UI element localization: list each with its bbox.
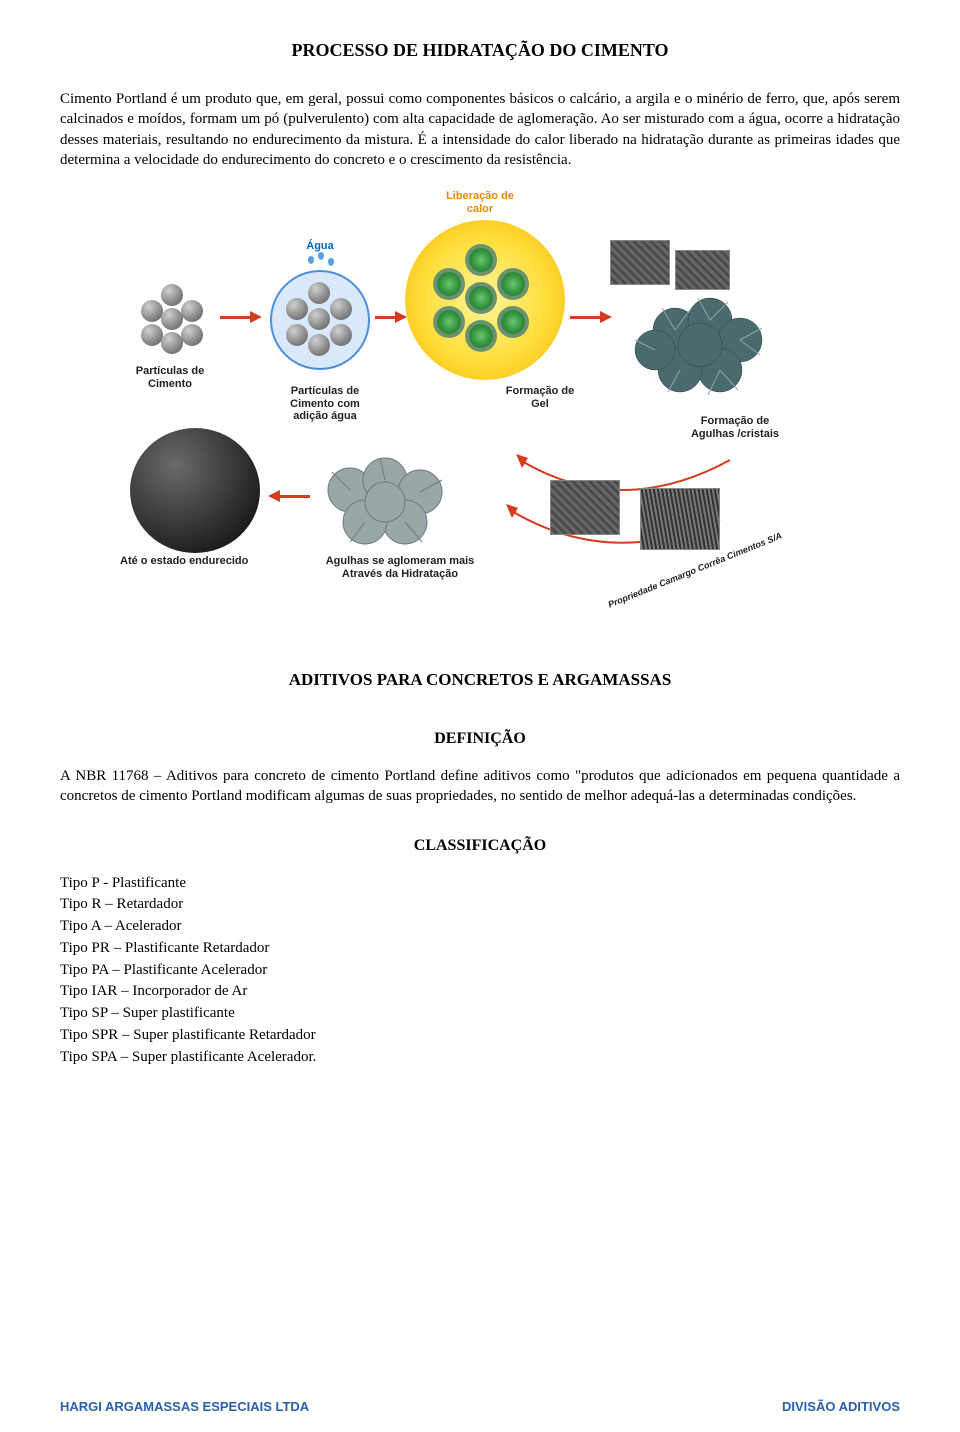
arrow-icon	[280, 495, 310, 498]
label-ate-endurecido: Até o estado endurecido	[120, 555, 290, 568]
list-item: Tipo SP – Super plastificante	[60, 1003, 900, 1025]
list-item: Tipo PA – Plastificante Acelerador	[60, 960, 900, 982]
intro-paragraph: Cimento Portland é um produto que, em ge…	[60, 89, 900, 170]
sub-title-definicao: DEFINIÇÃO	[60, 730, 900, 748]
label-particulas-cimento: Partículas deCimento	[120, 365, 220, 390]
arrow-icon	[375, 316, 395, 319]
list-item: Tipo A – Acelerador	[60, 916, 900, 938]
list-item: Tipo PR – Plastificante Retardador	[60, 938, 900, 960]
arrow-icon	[268, 490, 280, 502]
stage-particles-wet	[270, 270, 370, 370]
list-item: Tipo P - Plastificante	[60, 873, 900, 895]
label-formacao-gel: Formação deGel	[490, 385, 590, 410]
classification-list: Tipo P - Plastificante Tipo R – Retardad…	[60, 873, 900, 1069]
list-item: Tipo SPR – Super plastificante Retardado…	[60, 1025, 900, 1047]
label-agua: Água	[300, 240, 340, 253]
arrow-icon	[220, 316, 250, 319]
microscopy-thumb	[640, 488, 720, 550]
water-drop-icon	[318, 252, 324, 260]
stage-hardened	[130, 428, 260, 553]
stage-particles-dry	[135, 280, 215, 360]
list-item: Tipo IAR – Incorporador de Ar	[60, 981, 900, 1003]
microscopy-thumb	[550, 480, 620, 535]
footer-left: HARGI ARGAMASSAS ESPECIAIS LTDA	[60, 1399, 309, 1414]
stage-heat-release	[405, 220, 565, 380]
arrow-icon	[600, 311, 612, 323]
arrow-icon	[570, 316, 600, 319]
stage-crystal-needles	[620, 290, 790, 420]
hydration-diagram: Liberação decalor Água Partículas deCime…	[120, 190, 840, 610]
stage-agglomeration	[310, 450, 470, 560]
microscopy-thumb	[675, 250, 730, 290]
sub-title-classificacao: CLASSIFICAÇÃO	[60, 837, 900, 855]
section-title-aditivos: ADITIVOS PARA CONCRETOS E ARGAMASSAS	[60, 670, 900, 690]
water-drop-icon	[328, 258, 334, 266]
list-item: Tipo SPA – Super plastificante Acelerado…	[60, 1047, 900, 1069]
label-liberacao-calor: Liberação decalor	[430, 190, 530, 215]
page-title: PROCESSO DE HIDRATAÇÃO DO CIMENTO	[60, 40, 900, 61]
footer-right: DIVISÃO ADITIVOS	[782, 1399, 900, 1414]
label-particulas-agua: Partículas deCimento comadição água	[270, 385, 380, 423]
definicao-paragraph: A NBR 11768 – Aditivos para concreto de …	[60, 766, 900, 807]
arrow-icon	[250, 311, 262, 323]
microscopy-thumb	[610, 240, 670, 285]
page-footer: HARGI ARGAMASSAS ESPECIAIS LTDA DIVISÃO …	[60, 1399, 900, 1414]
water-drop-icon	[308, 256, 314, 264]
list-item: Tipo R – Retardador	[60, 894, 900, 916]
arrow-icon	[500, 430, 760, 590]
